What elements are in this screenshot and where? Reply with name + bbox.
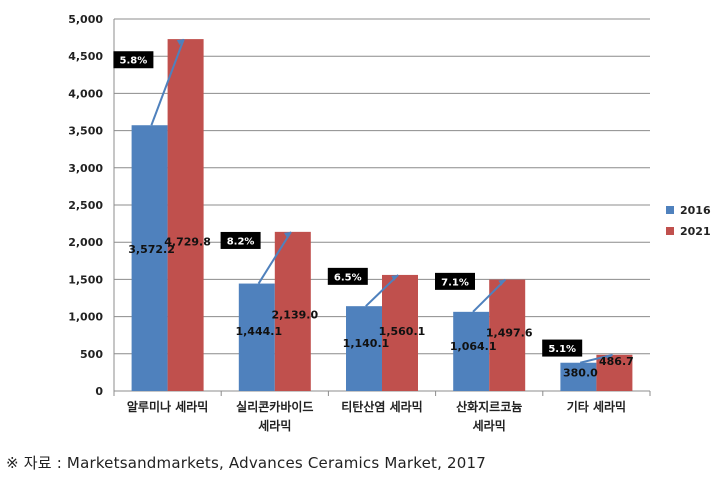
y-tick-label: 4,000: [68, 87, 103, 100]
category-label: 알루미나 세라믹: [127, 399, 208, 414]
bar-2016: [453, 311, 490, 391]
legend-label: 2016: [680, 204, 711, 217]
category-label: 세라믹: [473, 418, 506, 433]
y-tick-label: 2,000: [68, 236, 103, 249]
growth-rate-box: [542, 339, 583, 357]
category-label: 실리콘카바이드: [236, 399, 313, 414]
bar-2021: [167, 39, 204, 392]
source-note: ※ 자료 : Marketsandmarkets, Advances Ceram…: [6, 454, 487, 472]
data-label-2021: 1,497.6: [486, 327, 533, 340]
y-tick-label: 3,000: [68, 162, 103, 175]
bar-2021: [596, 354, 633, 391]
growth-rate-label: 8.2%: [227, 236, 255, 247]
data-label-2016: 3,572.2: [128, 243, 175, 256]
growth-line: [257, 231, 292, 285]
y-tick-label: 0: [95, 385, 103, 398]
growth-arrowhead: [176, 39, 184, 46]
bar-2021: [489, 279, 526, 391]
data-label-2016: 380.0: [563, 366, 598, 379]
legend-label: 2021: [680, 225, 711, 238]
growth-line: [150, 38, 185, 126]
y-tick-label: 4,500: [68, 50, 103, 63]
y-tick-label: 500: [80, 348, 103, 361]
growth-rate-box: [435, 272, 475, 290]
bar-2016: [238, 283, 275, 391]
growth-arrowhead: [284, 231, 291, 238]
growth-arrowhead: [498, 279, 506, 286]
growth-rate-box: [113, 51, 154, 69]
bar-chart: 0 500 1,000 1,500 2,000 2,500 3,000 3,500 4,000 4…: [68, 13, 711, 433]
growth-rate-box: [327, 267, 368, 285]
data-label-2021: 2,139.0: [271, 309, 318, 322]
bar-2016: [131, 125, 168, 391]
growth-rate-label: 5.8%: [120, 56, 148, 67]
bar-2016: [560, 362, 597, 391]
data-label-2016: 1,444.1: [235, 325, 282, 338]
y-tick-label: 2,500: [68, 199, 103, 212]
y-tick-label: 1,000: [68, 311, 103, 324]
data-label-2021: 486.7: [599, 355, 634, 368]
bar-2016: [346, 306, 382, 391]
legend-swatch-2016: [666, 206, 674, 214]
bar-2021: [274, 231, 311, 391]
data-label-2021: 1,560.1: [379, 325, 426, 338]
category-label: 티탄산염 세라믹: [341, 399, 422, 414]
growth-arrowhead: [605, 354, 613, 361]
data-label-2016: 1,064.1: [450, 340, 497, 353]
growth-rate-label: 7.1%: [441, 277, 469, 288]
growth-rate-label: 5.1%: [548, 344, 576, 355]
y-tick-label: 5,000: [68, 13, 103, 26]
growth-rate-label: 6.5%: [334, 272, 362, 283]
growth-line: [365, 274, 399, 307]
growth-line: [472, 278, 507, 313]
category-label: 기타 세라믹: [567, 399, 626, 414]
growth-rate-box: [220, 231, 261, 249]
data-label-2021: 4,729.8: [164, 235, 211, 248]
data-label-2016: 1,140.1: [343, 337, 390, 350]
legend-swatch-2021: [666, 227, 674, 235]
category-label: 세라믹: [258, 418, 291, 433]
category-label: 산화지르코늄: [456, 399, 522, 414]
y-tick-label: 1,500: [68, 273, 103, 286]
bar-2021: [382, 274, 418, 391]
y-tick-label: 3,500: [68, 125, 103, 138]
growth-arrowhead: [391, 274, 399, 281]
